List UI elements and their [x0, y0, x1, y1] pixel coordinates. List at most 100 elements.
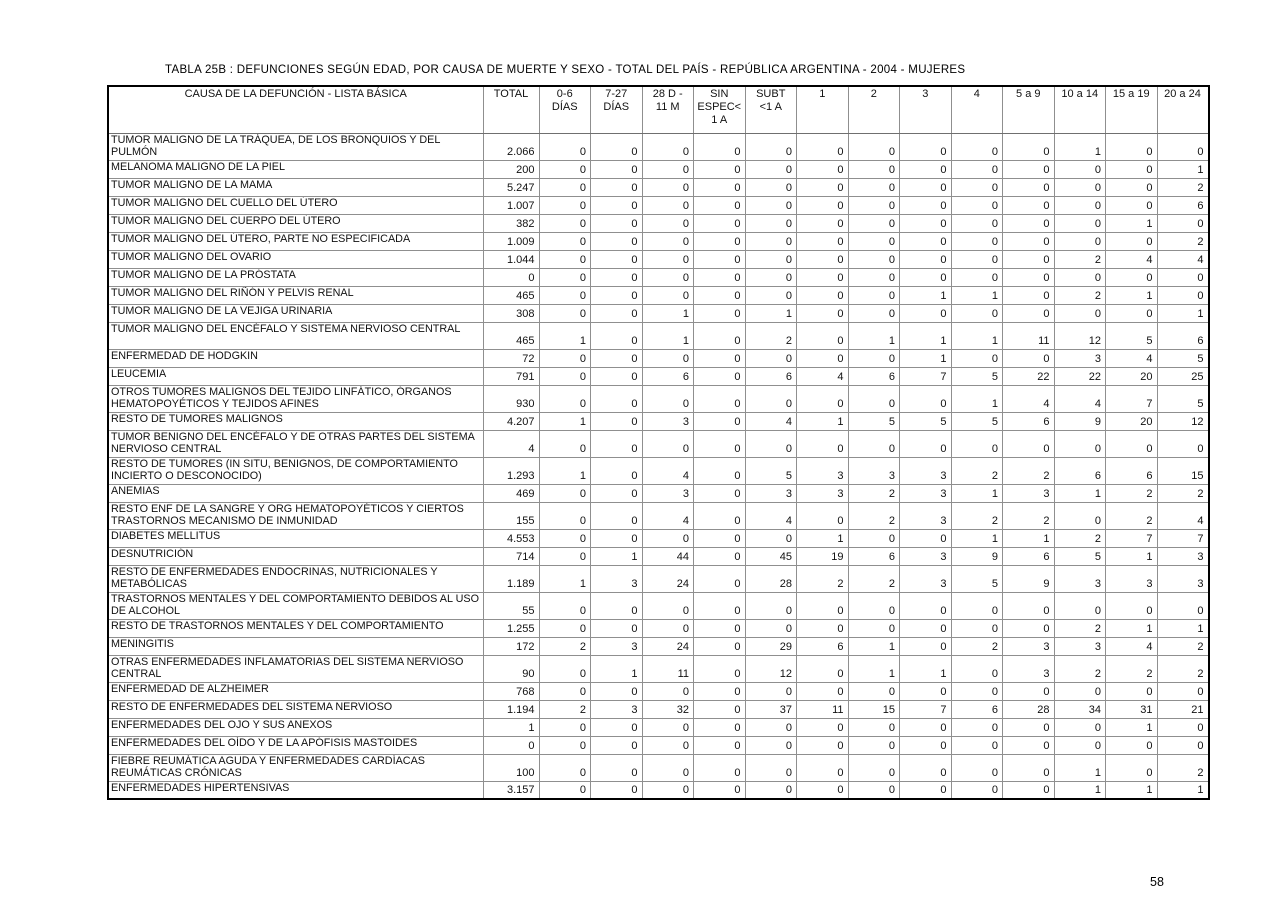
value-cell: 0: [693, 411, 746, 431]
value-cell: 0: [796, 177, 849, 197]
value-cell: 0: [693, 546, 746, 566]
total-cell: 4: [482, 429, 540, 458]
value-cell: 0: [538, 483, 591, 503]
value-cell: 0: [899, 681, 952, 701]
value-cell: 0: [744, 753, 797, 782]
value-cell: 3: [1053, 636, 1106, 656]
value-cell: 0: [590, 249, 643, 269]
value-cell: 0: [1156, 735, 1209, 755]
table-row: FIEBRE REUMÁTICA AGUDA Y ENFERMEDADES CA…: [107, 753, 1209, 782]
total-cell: 0: [482, 735, 540, 755]
total-cell: 791: [482, 366, 540, 386]
value-cell: 0: [590, 231, 643, 251]
value-cell: 0: [796, 231, 849, 251]
value-cell: 2: [1156, 483, 1209, 503]
value-cell: 0: [641, 249, 694, 269]
value-cell: 0: [641, 753, 694, 782]
value-cell: 0: [1002, 249, 1055, 269]
value-cell: 0: [1002, 591, 1055, 620]
value-cell: 0: [744, 348, 797, 368]
value-cell: 0: [1105, 231, 1158, 251]
value-cell: 0: [744, 735, 797, 755]
value-cell: 2: [1105, 501, 1158, 530]
value-cell: 0: [950, 303, 1003, 323]
page-title: TABLA 25B : DEFUNCIONES SEGÚN EDAD, POR …: [165, 64, 966, 76]
value-cell: 6: [1105, 456, 1158, 485]
value-cell: 0: [1053, 231, 1106, 251]
value-cell: 0: [1002, 681, 1055, 701]
value-cell: 0: [899, 636, 952, 656]
value-cell: 1: [1105, 780, 1158, 800]
value-cell: 11: [796, 699, 849, 719]
value-cell: 0: [538, 384, 591, 413]
value-cell: 0: [899, 177, 952, 197]
column-header: 3: [899, 85, 952, 134]
value-cell: 0: [538, 591, 591, 620]
value-cell: 0: [899, 249, 952, 269]
value-cell: 0: [1002, 267, 1055, 287]
total-cell: 308: [482, 303, 540, 323]
value-cell: 6: [1002, 411, 1055, 431]
value-cell: 3: [899, 546, 952, 566]
value-cell: 9: [1002, 564, 1055, 593]
value-cell: 0: [590, 303, 643, 323]
value-cell: 0: [538, 546, 591, 566]
value-cell: 1: [950, 483, 1003, 503]
column-header: 28 D - 11 M: [641, 85, 694, 134]
value-cell: 3: [1156, 546, 1209, 566]
value-cell: 4: [1156, 501, 1209, 530]
value-cell: 1: [1053, 132, 1106, 161]
value-cell: 0: [590, 618, 643, 638]
value-cell: 6: [1053, 456, 1106, 485]
value-cell: 6: [847, 546, 900, 566]
value-cell: 4: [744, 411, 797, 431]
value-cell: 0: [1002, 618, 1055, 638]
value-cell: 1: [950, 384, 1003, 413]
value-cell: 0: [641, 159, 694, 179]
value-cell: 0: [693, 717, 746, 737]
value-cell: 0: [590, 195, 643, 215]
value-cell: 0: [590, 177, 643, 197]
value-cell: 0: [1156, 213, 1209, 233]
total-cell: 2.066: [482, 132, 540, 161]
table-row: RESTO DE TUMORES (IN SITU, BENIGNOS, DE …: [107, 456, 1209, 485]
value-cell: 1: [590, 654, 643, 683]
cause-cell: DIABETES MELLITUS: [107, 528, 484, 548]
value-cell: 1: [1105, 285, 1158, 305]
value-cell: 44: [641, 546, 694, 566]
value-cell: 0: [1156, 717, 1209, 737]
value-cell: 0: [538, 249, 591, 269]
value-cell: 0: [693, 384, 746, 413]
value-cell: 0: [693, 528, 746, 548]
value-cell: 0: [744, 429, 797, 458]
value-cell: 0: [538, 348, 591, 368]
value-cell: 6: [796, 636, 849, 656]
value-cell: 0: [899, 528, 952, 548]
value-cell: 0: [847, 195, 900, 215]
value-cell: 0: [847, 159, 900, 179]
value-cell: 3: [1053, 348, 1106, 368]
value-cell: 4: [1105, 249, 1158, 269]
value-cell: 0: [796, 384, 849, 413]
value-cell: 3: [744, 483, 797, 503]
value-cell: 0: [1002, 717, 1055, 737]
value-cell: 2: [847, 501, 900, 530]
table-row: TUMOR MALIGNO DEL ÚTERO, PARTE NO ESPECI…: [107, 231, 1209, 251]
value-cell: 4: [1105, 348, 1158, 368]
value-cell: 9: [1053, 411, 1106, 431]
value-cell: 0: [538, 528, 591, 548]
value-cell: 0: [693, 780, 746, 800]
value-cell: 3: [590, 699, 643, 719]
value-cell: 6: [1156, 195, 1209, 215]
value-cell: 0: [1002, 285, 1055, 305]
cause-cell: TUMOR MALIGNO DEL ENCÉFALO Y SISTEMA NER…: [107, 321, 484, 350]
value-cell: 1: [1053, 753, 1106, 782]
value-cell: 1: [1105, 546, 1158, 566]
value-cell: 0: [1156, 267, 1209, 287]
cause-cell: LEUCEMIA: [107, 366, 484, 386]
value-cell: 0: [590, 321, 643, 350]
value-cell: 5: [950, 564, 1003, 593]
value-cell: 0: [1002, 159, 1055, 179]
value-cell: 5: [950, 411, 1003, 431]
value-cell: 0: [744, 249, 797, 269]
